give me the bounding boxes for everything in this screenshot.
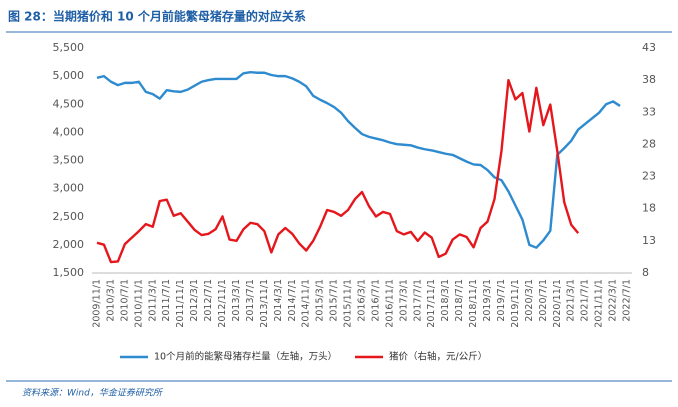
x-tick-label: 2011/3/1 xyxy=(147,279,158,322)
y-tick-label: 1,500 xyxy=(53,266,85,279)
x-tick-label: 2016/11/1 xyxy=(384,279,395,328)
y-tick-label: 4,500 xyxy=(53,97,85,110)
legend-label: 10个月前的能繁母猪存栏量（左轴，万头） xyxy=(154,351,337,363)
x-tick-label: 2016/3/1 xyxy=(357,279,368,322)
x-tick-label: 2020/11/1 xyxy=(552,279,563,328)
x-tick-label: 2012/11/1 xyxy=(217,279,228,328)
x-tick-label: 2011/11/1 xyxy=(175,279,186,328)
x-tick-label: 2016/7/1 xyxy=(370,279,381,322)
x-tick-label: 2011/7/1 xyxy=(161,279,172,322)
x-tick-label: 2014/11/1 xyxy=(301,279,312,328)
chart-title: 图 28：当期猪价和 10 个月前能繁母猪存量的对应关系 xyxy=(8,9,306,24)
x-tick-label: 2013/11/1 xyxy=(259,279,270,328)
source: 资料来源：Wind，华金证券研究所 xyxy=(22,388,164,399)
x-tick-label: 2015/7/1 xyxy=(329,279,340,322)
x-tick-label: 2010/7/1 xyxy=(119,279,130,322)
x-tick-label: 2014/3/1 xyxy=(273,279,284,322)
x-tick-label: 2019/7/1 xyxy=(496,279,507,322)
y-tick-label: 2,000 xyxy=(53,238,85,251)
x-tick-label: 2020/3/1 xyxy=(524,279,535,322)
x-tick-label: 2020/7/1 xyxy=(538,279,549,322)
y-tick-label: 2,500 xyxy=(53,210,85,223)
y2-tick-label: 43 xyxy=(642,41,656,54)
x-tick-label: 2018/3/1 xyxy=(440,279,451,322)
x-tick-label: 2018/11/1 xyxy=(468,279,479,328)
x-tick-label: 2010/11/1 xyxy=(133,279,144,328)
x-tick-label: 2010/3/1 xyxy=(105,279,116,322)
y-tick-label: 3,500 xyxy=(53,154,85,167)
y2-tick-label: 33 xyxy=(642,105,656,118)
x-tick-label: 2022/3/1 xyxy=(608,279,619,322)
y2-tick-label: 28 xyxy=(642,137,656,150)
x-tick-label: 2017/3/1 xyxy=(398,279,409,322)
series-line xyxy=(96,70,621,249)
x-tick-label: 2022/7/1 xyxy=(622,279,633,322)
x-tick-label: 2017/11/1 xyxy=(426,279,437,328)
x-tick-label: 2019/3/1 xyxy=(482,279,493,322)
series-line xyxy=(96,78,580,264)
x-tick-label: 2012/3/1 xyxy=(189,279,200,322)
x-tick-label: 2021/7/1 xyxy=(580,279,591,322)
legend-label: 猪价（右轴，元/公斤） xyxy=(389,351,487,363)
x-tick-label: 2021/3/1 xyxy=(566,279,577,322)
y2-tick-label: 38 xyxy=(642,73,656,86)
x-tick-label: 2014/7/1 xyxy=(287,279,298,322)
y-tick-label: 5,000 xyxy=(53,69,85,82)
x-tick-label: 2021/11/1 xyxy=(594,279,605,328)
x-tick-label: 2018/7/1 xyxy=(454,279,465,322)
y-tick-label: 4,000 xyxy=(53,125,85,138)
y2-tick-label: 18 xyxy=(642,202,656,215)
x-tick-label: 2013/7/1 xyxy=(245,279,256,322)
x-tick-label: 2013/3/1 xyxy=(231,279,242,322)
y-tick-label: 5,500 xyxy=(53,41,85,54)
y2-tick-label: 23 xyxy=(642,170,656,183)
y2-tick-label: 13 xyxy=(642,234,656,247)
x-tick-label: 2019/11/1 xyxy=(510,279,521,328)
x-tick-label: 2015/3/1 xyxy=(315,279,326,322)
x-tick-label: 2017/7/1 xyxy=(412,279,423,322)
x-tick-label: 2012/7/1 xyxy=(203,279,214,322)
x-tick-label: 2009/11/1 xyxy=(92,279,103,328)
y-tick-label: 3,000 xyxy=(53,182,85,195)
x-tick-label: 2015/11/1 xyxy=(343,279,354,328)
y2-tick-label: 8 xyxy=(642,266,649,279)
